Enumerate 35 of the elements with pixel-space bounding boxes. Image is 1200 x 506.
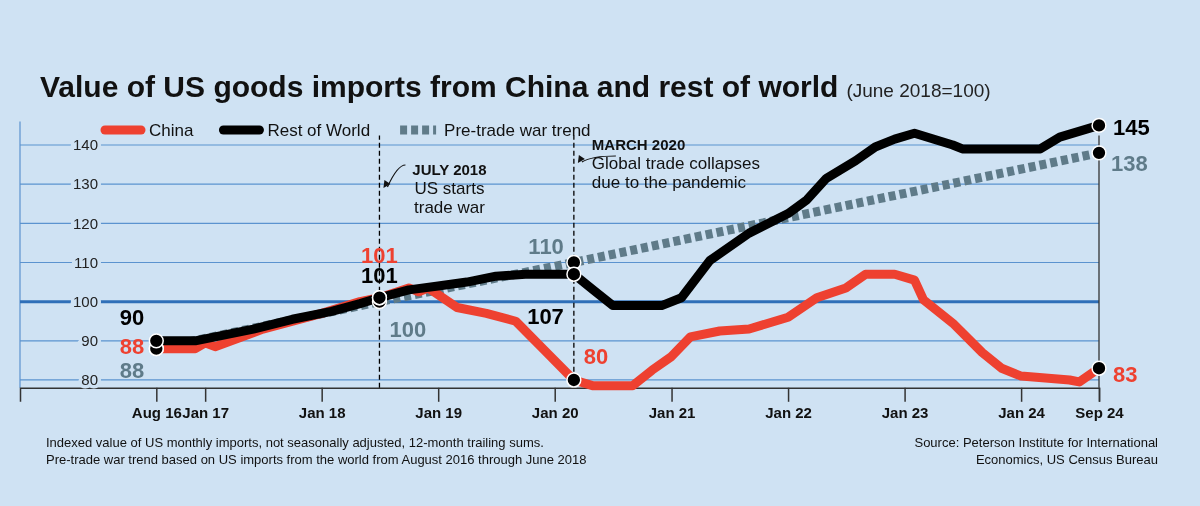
y-tick-label: 90 (81, 332, 98, 350)
chart-title: Value of US goods imports from China and rest of world (40, 70, 839, 103)
x-tick-label: Jan 19 (415, 404, 463, 422)
data-label: 88 (119, 358, 145, 384)
y-tick-label: 80 (81, 371, 98, 389)
data-label: 88 (119, 334, 145, 360)
data-label: 100 (389, 317, 427, 343)
x-tick-label: Jan 24 (998, 404, 1046, 422)
ref-line-label: MARCH 2020 Global trade collapses due to the pandemic (591, 136, 761, 192)
x-tick-label: Jan 21 (648, 404, 696, 422)
x-tick-label: Jan 23 (881, 404, 929, 422)
data-label: 110 (528, 234, 564, 260)
legend-label: Pre-trade war trend (444, 120, 591, 140)
data-label: 107 (527, 303, 564, 329)
y-tick-label: 140 (72, 136, 98, 154)
source-note: Source: Peterson Institute for International Economics, US Census Bureau (914, 435, 1159, 467)
y-tick-label: 130 (72, 175, 98, 193)
data-label: 138 (1111, 150, 1148, 176)
data-label: 90 (119, 304, 145, 330)
text: Indexed value of US monthly imports, not seasonally adjusted, 12-month trailing sums. (46, 435, 544, 450)
text: Pre-trade war trend based on US imports from the world from August 2016 through June 2018 (46, 452, 587, 467)
x-tick-label: Aug 16 (131, 404, 182, 422)
y-tick-label: 110 (74, 253, 98, 271)
ref-line-label: JULY 2018 US starts trade war (412, 161, 487, 217)
data-label: 83 (1113, 361, 1138, 387)
legend-label: Rest of World (267, 120, 371, 140)
chart-subtitle: (June 2018=100) (846, 80, 991, 101)
x-tick-label: Jan 22 (765, 404, 812, 422)
data-label: 145 (1113, 115, 1150, 141)
data-label: 80 (583, 343, 609, 369)
x-tick-label: Jan 17 (182, 404, 230, 422)
x-tick-label: Sep 24 (1075, 404, 1125, 422)
x-tick-label: Jan 20 (531, 404, 579, 422)
legend-label: China (149, 120, 194, 140)
x-tick-label: Jan 18 (298, 404, 346, 422)
